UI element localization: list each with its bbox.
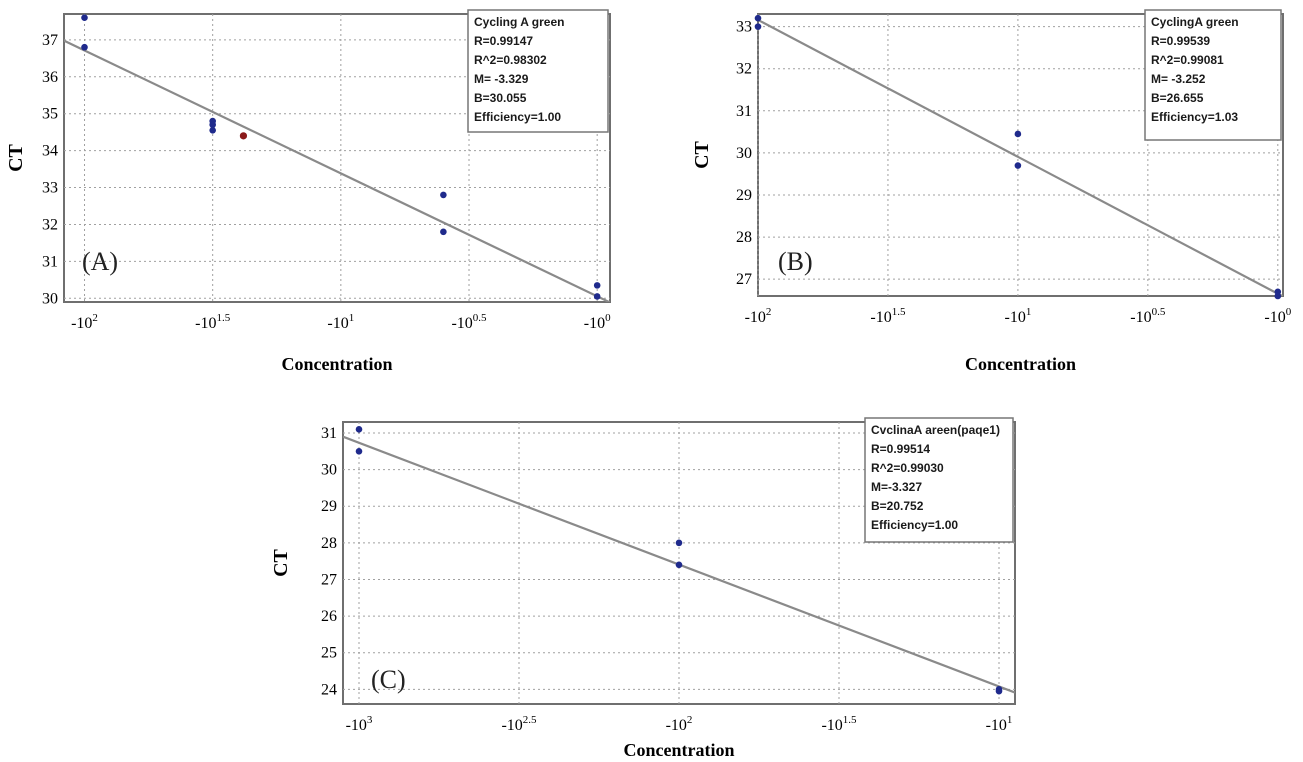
x-tick-label-b: -102	[745, 306, 772, 326]
x-tick-label-b: -101.5	[870, 306, 906, 326]
data-point-c	[675, 539, 683, 547]
chart-a-svg: 30 31 32 33 34 35 36 37 -102 -101.5 -101 -100.5 -100…	[5, 9, 611, 374]
data-point-b	[754, 23, 762, 30]
y-tick-label-a: 37	[42, 32, 58, 49]
y-tick-label-a: 36	[42, 69, 58, 86]
panel-label-b: (B)	[778, 247, 813, 276]
y-tick-label-c: 26	[321, 608, 337, 625]
legend-line-a: M= -3.329	[474, 72, 529, 86]
chart-b-svg: 27 28 29 30 31 32 33 -102 -101.5 -101 -100.5 -100 Co…	[691, 9, 1292, 374]
legend-box-b	[1144, 9, 1282, 141]
chart-panel-c: 24 25 26 27 28 29 30 31 -103 -102.5 -102 -101.5 -101…	[255, 400, 1045, 762]
x-tick-label-c: -101.5	[821, 714, 857, 734]
legend-line-a: Cycling A green	[474, 15, 564, 29]
legend-line-c: Efficiency=1.00	[871, 518, 958, 532]
y-tick-label-c: 27	[321, 571, 337, 588]
x-tick-label-b: -101	[1004, 306, 1031, 326]
x-tick-label-a: -100	[584, 312, 611, 332]
y-tick-label-c: 28	[321, 535, 337, 552]
y-tick-label-c: 31	[321, 425, 337, 442]
legend-box-a	[467, 9, 609, 133]
panel-label-c: (C)	[371, 665, 406, 694]
y-axis-title-c: CT	[270, 548, 292, 576]
x-tick-label-c: -101	[986, 714, 1013, 734]
data-point-c	[995, 687, 1003, 695]
y-tick-label-c: 30	[321, 462, 337, 479]
legend-line-c: M=-3.327	[871, 480, 922, 494]
x-axis-title-c: Concentration	[624, 740, 735, 760]
y-tick-label-a: 35	[42, 106, 58, 123]
data-point-b	[754, 14, 762, 22]
data-point-a	[209, 127, 216, 134]
data-point-c	[355, 426, 363, 433]
fit-line-b	[758, 18, 1283, 296]
x-tick-label-c: -102.5	[501, 714, 537, 734]
chart-panel-a: 30 31 32 33 34 35 36 37 -102 -101.5 -101 -100.5 -100…	[0, 0, 640, 380]
x-axis-title-a: Concentration	[282, 354, 393, 374]
x-tick-label-b: -100.5	[1130, 306, 1166, 326]
y-tick-label-b: 28	[736, 229, 752, 246]
data-point-b	[1014, 130, 1022, 138]
data-point-b	[1274, 292, 1282, 300]
y-tick-label-b: 33	[736, 19, 752, 36]
y-tick-label-a: 33	[42, 180, 58, 197]
legend-line-b: Efficiency=1.03	[1151, 110, 1238, 124]
panel-label-a: (A)	[82, 247, 118, 276]
data-point-a	[440, 228, 447, 236]
data-point-a	[593, 293, 601, 300]
y-tick-label-a: 31	[42, 253, 58, 270]
data-point-a	[440, 191, 447, 199]
data-point-a	[81, 14, 88, 21]
x-tick-label-a: -102	[71, 312, 98, 332]
data-point-a	[209, 121, 216, 129]
x-tick-label-c: -102	[666, 714, 693, 734]
chart-panel-b: 27 28 29 30 31 32 33 -102 -101.5 -101 -100.5 -100 Co…	[690, 0, 1303, 380]
y-axis-title-b: CT	[691, 140, 713, 168]
data-point-c	[675, 561, 683, 569]
legend-box-c	[864, 417, 1014, 543]
x-tick-label-b: -100	[1264, 306, 1291, 326]
legend-line-a: R^2=0.98302	[474, 53, 547, 67]
legend-line-c: R^2=0.99030	[871, 461, 944, 475]
legend-line-c: R=0.99514	[871, 442, 930, 456]
y-tick-label-c: 29	[321, 498, 337, 515]
data-point-b	[1014, 162, 1022, 169]
fit-line-a	[64, 39, 610, 302]
legend-line-a: Efficiency=1.00	[474, 110, 561, 124]
y-tick-label-b: 30	[736, 145, 752, 162]
highlight-point-a	[239, 132, 248, 140]
y-tick-label-b: 27	[736, 271, 752, 288]
x-axis-title-b: Concentration	[965, 354, 1076, 374]
x-tick-label-a: -101	[327, 312, 354, 332]
y-tick-label-a: 30	[42, 290, 58, 307]
x-tick-label-a: -100.5	[451, 312, 487, 332]
legend-line-b: CyclingA green	[1151, 15, 1239, 29]
data-point-a	[81, 43, 88, 51]
legend-line-c: CvclinaA areen(paqe1)	[871, 423, 1000, 437]
x-tick-label-c: -103	[346, 714, 373, 734]
y-tick-label-b: 32	[736, 61, 752, 78]
legend-line-b: M= -3.252	[1151, 72, 1206, 86]
y-axis-title-a: CT	[5, 143, 27, 171]
legend-line-a: R=0.99147	[474, 34, 533, 48]
legend-line-b: B=26.655	[1151, 91, 1204, 105]
y-tick-label-a: 34	[42, 143, 58, 160]
chart-c-svg: 24 25 26 27 28 29 30 31 -103 -102.5 -102 -101.5 -101…	[270, 417, 1016, 760]
y-tick-label-c: 25	[321, 645, 337, 662]
legend-line-a: B=30.055	[474, 91, 527, 105]
legend-line-b: R=0.99539	[1151, 34, 1210, 48]
data-point-a	[593, 282, 601, 289]
y-tick-label-c: 24	[321, 681, 337, 698]
y-tick-label-b: 31	[736, 103, 752, 120]
x-tick-label-a: -101.5	[195, 312, 231, 332]
y-tick-label-b: 29	[736, 187, 752, 204]
y-tick-label-a: 32	[42, 216, 58, 233]
legend-line-c: B=20.752	[871, 499, 924, 513]
legend-line-b: R^2=0.99081	[1151, 53, 1224, 67]
data-point-c	[355, 447, 363, 455]
